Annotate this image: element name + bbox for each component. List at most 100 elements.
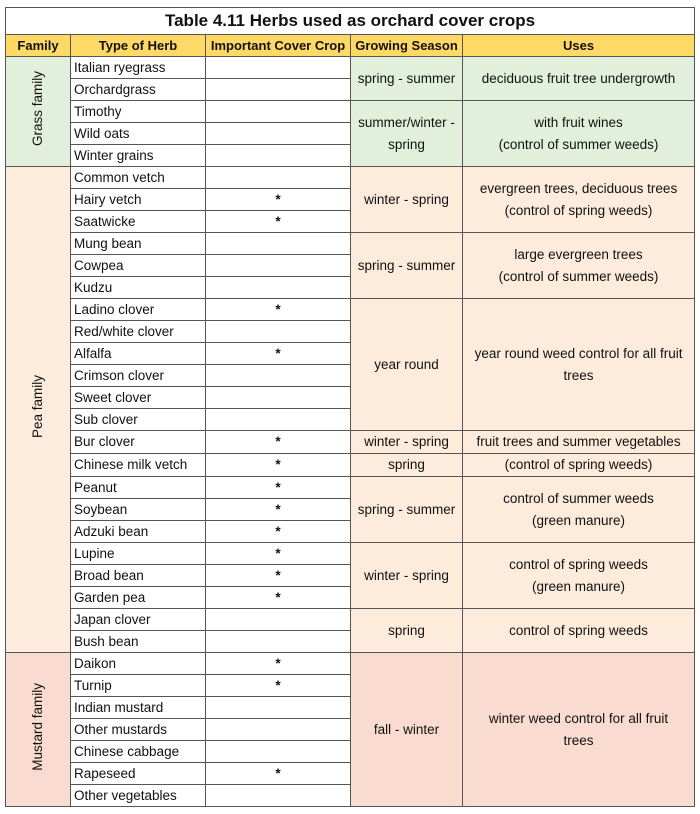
important-cell bbox=[205, 56, 351, 79]
herb-name: Wild oats bbox=[70, 122, 206, 145]
important-mark: * bbox=[205, 652, 351, 675]
text-line: spring bbox=[388, 622, 425, 638]
table-row: Mung bean spring - summer large evergreen … bbox=[6, 232, 696, 299]
important-cell bbox=[205, 276, 351, 299]
important-cell bbox=[205, 320, 351, 343]
herb-name: Bush bean bbox=[70, 630, 206, 653]
important-cell bbox=[205, 364, 351, 387]
herb-name: Other vegetables bbox=[70, 784, 206, 807]
text-line: spring - summer bbox=[357, 70, 456, 86]
text-line: large evergreen trees bbox=[514, 246, 643, 262]
family-cell: Pea family bbox=[5, 166, 71, 653]
important-cell bbox=[205, 718, 351, 741]
table-row: Hairy vetch * bbox=[6, 188, 695, 211]
herb-table: Table 4.11 Herbs used as orchard cover c… bbox=[4, 7, 696, 807]
season-cell: spring - summer bbox=[350, 476, 463, 543]
text-line: winter - spring bbox=[364, 567, 449, 583]
herb-name: Peanut bbox=[70, 476, 206, 499]
table-row: Red/white clover bbox=[6, 320, 695, 343]
herb-name: Chinese milk vetch bbox=[70, 453, 206, 477]
season-cell: spring - summer bbox=[350, 56, 463, 101]
table-row: Alfalfa * bbox=[6, 342, 695, 365]
table-row: Chinese milk vetch * spring (control of spr… bbox=[6, 453, 696, 477]
text-line: control of spring weeds bbox=[509, 556, 648, 572]
table-row: Kudzu bbox=[6, 276, 695, 299]
text-line: (green manure) bbox=[532, 512, 626, 528]
herb-name: Alfalfa bbox=[70, 342, 206, 365]
season-cell: winter - spring bbox=[350, 166, 463, 233]
important-mark: * bbox=[205, 298, 351, 321]
season-cell: spring bbox=[350, 608, 463, 653]
table-row: Lupine * winter - spring control of spring … bbox=[6, 542, 696, 609]
herb-name: Adzuki bean bbox=[70, 520, 206, 543]
table-row: Broad bean * bbox=[6, 564, 695, 587]
season-cell: summer/winter - spring bbox=[350, 100, 463, 167]
family-cell: Grass family bbox=[5, 56, 71, 167]
family-name: Pea family bbox=[30, 374, 45, 439]
text-line: spring - summer bbox=[357, 257, 456, 273]
family-cell: Mustard family bbox=[5, 652, 71, 807]
table-row: Timothy summer/winter - spring with fruit w… bbox=[6, 100, 696, 167]
important-mark: * bbox=[205, 498, 351, 521]
text-line: trees bbox=[563, 732, 594, 748]
herb-name: Other mustards bbox=[70, 718, 206, 741]
season-cell: winter - spring bbox=[350, 542, 463, 609]
table-row: Other vegetables bbox=[6, 784, 695, 807]
important-cell bbox=[205, 78, 351, 101]
herb-name: Winter grains bbox=[70, 144, 206, 167]
text-line: spring bbox=[388, 457, 425, 472]
herb-name: Red/white clover bbox=[70, 320, 206, 343]
herb-name: Broad bean bbox=[70, 564, 206, 587]
important-mark: * bbox=[205, 586, 351, 609]
uses-cell: large evergreen trees (control of summer … bbox=[461, 232, 696, 299]
table-row: Chinese cabbage bbox=[6, 740, 695, 763]
herb-name: Chinese cabbage bbox=[70, 740, 206, 763]
important-mark: * bbox=[205, 520, 351, 543]
family-name: Grass family bbox=[30, 70, 45, 146]
column-header: Important Cover Crop bbox=[205, 34, 351, 57]
table-row: Sub clover bbox=[6, 408, 695, 431]
table-row: Orchardgrass bbox=[6, 78, 695, 101]
text-line: (control of summer weeds) bbox=[498, 268, 659, 284]
important-cell bbox=[205, 408, 351, 431]
season-cell: spring - summer bbox=[350, 232, 463, 299]
herb-name: Cowpea bbox=[70, 254, 206, 277]
table-row: Ladino clover * year round year round weed … bbox=[6, 298, 696, 431]
text-line: winter - spring bbox=[364, 191, 449, 207]
uses-cell: control of spring weeds (green manure) bbox=[461, 542, 696, 609]
uses-cell: deciduous fruit tree undergrowth bbox=[461, 56, 696, 101]
text-line: spring bbox=[388, 136, 425, 152]
uses-cell: with fruit wines (control of summer weeds… bbox=[461, 100, 696, 167]
column-header: Growing Season bbox=[350, 34, 463, 57]
herb-name: Ladino clover bbox=[70, 298, 206, 321]
text-line: control of spring weeds bbox=[509, 622, 648, 638]
herb-name: Italian ryegrass bbox=[70, 56, 206, 79]
season-cell: fall - winter bbox=[350, 652, 463, 807]
text-line: (control of summer weeds) bbox=[498, 136, 659, 152]
important-cell bbox=[205, 696, 351, 719]
important-mark: * bbox=[205, 674, 351, 697]
important-cell bbox=[205, 232, 351, 255]
important-mark: * bbox=[205, 453, 351, 477]
herb-name: Japan clover bbox=[70, 608, 206, 631]
text-line: trees bbox=[563, 367, 594, 383]
season-cell: spring bbox=[350, 453, 463, 477]
text-line: summer/winter - bbox=[358, 114, 455, 130]
table-row: Pea family Common vetch winter - spring eve… bbox=[5, 166, 696, 653]
herb-name: Soybean bbox=[70, 498, 206, 521]
important-cell bbox=[205, 740, 351, 763]
important-mark: * bbox=[205, 188, 351, 211]
text-line: control of summer weeds bbox=[503, 490, 654, 506]
herb-name: Daikon bbox=[70, 652, 206, 675]
column-header: Type of Herb bbox=[70, 34, 206, 57]
herb-name: Indian mustard bbox=[70, 696, 206, 719]
herb-name: Saatwicke bbox=[70, 210, 206, 233]
text-line: fruit trees and summer vegetables bbox=[476, 434, 681, 449]
herb-name: Bur clover bbox=[70, 430, 206, 454]
table-row: Mustard family Daikon * fall - winter winter… bbox=[5, 652, 696, 807]
herb-name: Turnip bbox=[70, 674, 206, 697]
herb-name: Kudzu bbox=[70, 276, 206, 299]
table-row: Grass family Italian ryegrass spring - sum… bbox=[5, 56, 696, 167]
text-line: year round bbox=[374, 356, 439, 372]
text-line: (control of spring weeds) bbox=[504, 202, 653, 218]
